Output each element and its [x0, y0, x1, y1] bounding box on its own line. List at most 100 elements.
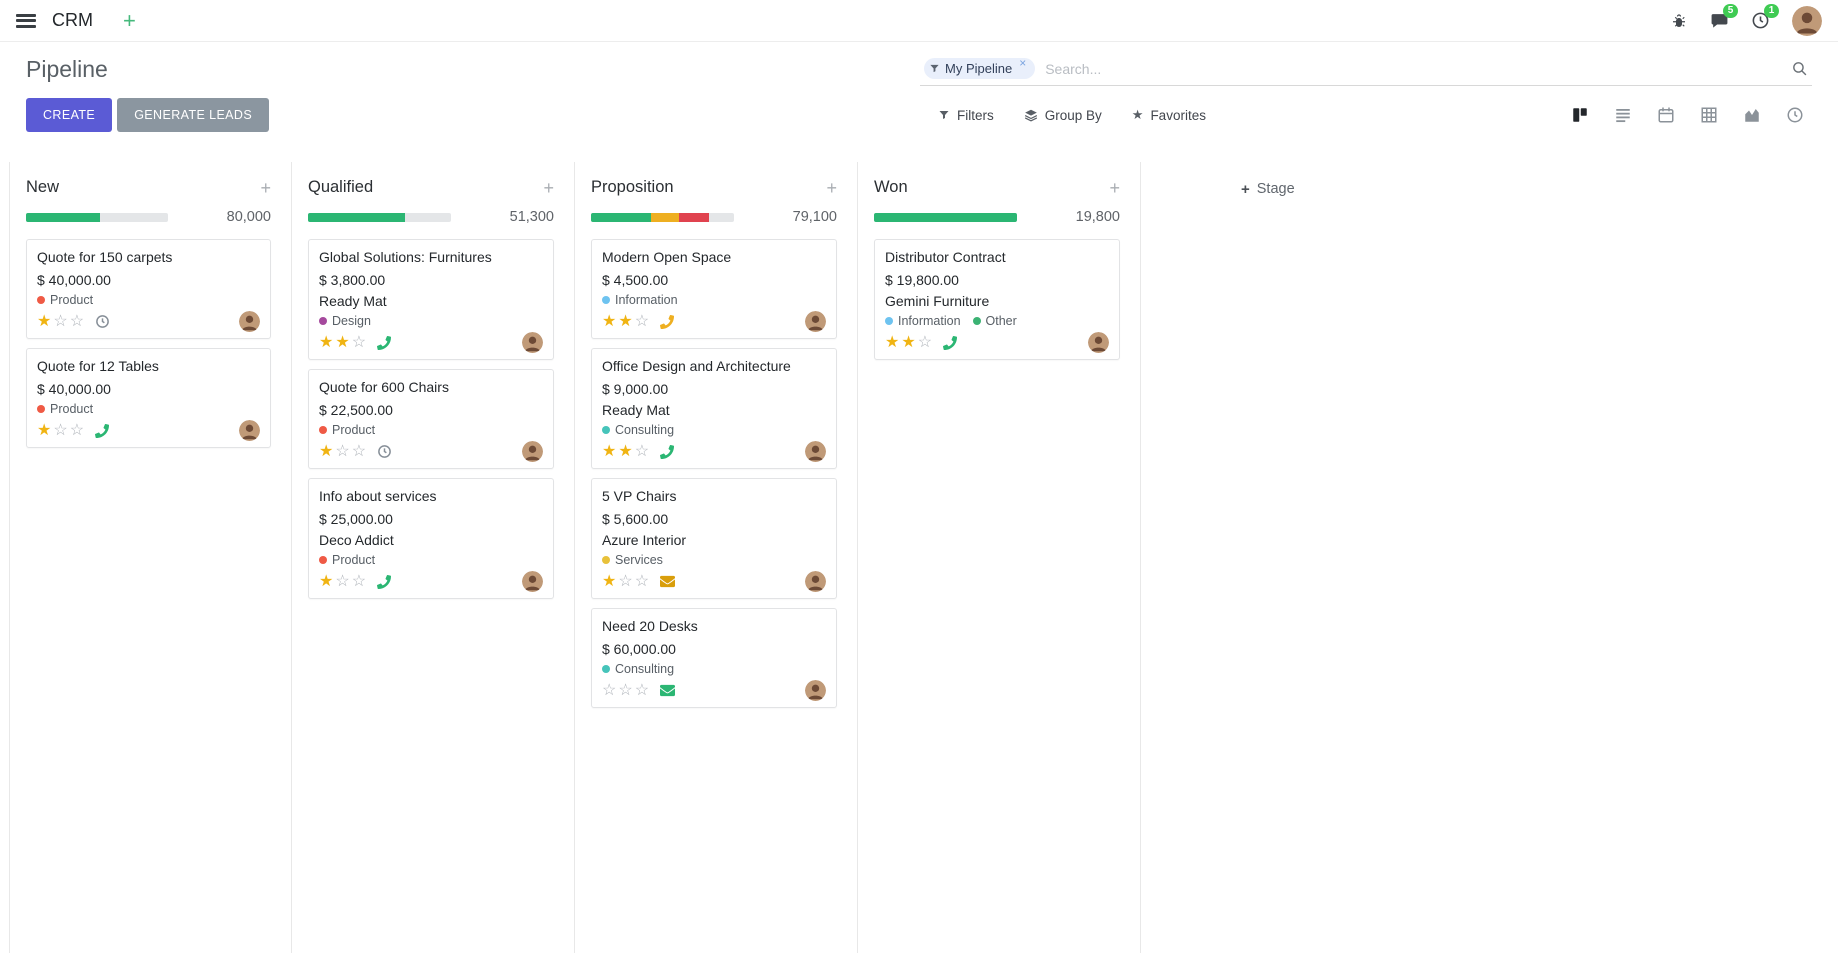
activity-view-icon[interactable]: [1778, 101, 1812, 129]
phone-icon[interactable]: [95, 423, 110, 438]
envelope-icon[interactable]: [660, 574, 676, 589]
kanban-card[interactable]: Info about services $ 25,000.00 Deco Add…: [308, 478, 554, 599]
add-card-button[interactable]: +: [260, 177, 271, 198]
priority-stars[interactable]: ★ ☆ ☆: [37, 312, 85, 330]
card-tags: Product: [37, 402, 260, 416]
phone-icon[interactable]: [943, 335, 958, 350]
kanban-card[interactable]: 5 VP Chairs $ 5,600.00 Azure Interior Se…: [591, 478, 837, 599]
search-input[interactable]: [1045, 60, 1791, 77]
kanban-card[interactable]: Quote for 600 Chairs $ 22,500.00 Product…: [308, 369, 554, 469]
kanban-card[interactable]: Distributor Contract $ 19,800.00 Gemini …: [874, 239, 1120, 360]
quick-create-button[interactable]: +: [123, 7, 136, 33]
tag: Information: [885, 314, 961, 328]
priority-stars[interactable]: ★ ☆ ☆: [319, 442, 367, 460]
favorites-button[interactable]: ★ Favorites: [1131, 107, 1206, 123]
phone-icon[interactable]: [660, 314, 675, 329]
tag: Services: [602, 553, 663, 567]
tag-color-dot: [319, 317, 327, 325]
priority-stars[interactable]: ★ ★ ☆: [885, 333, 933, 351]
avatar: [1792, 5, 1822, 36]
generate-leads-button[interactable]: GENERATE LEADS: [117, 98, 270, 132]
card-title: Distributor Contract: [885, 249, 1006, 265]
tag-color-dot: [319, 556, 327, 564]
kanban-card[interactable]: Quote for 150 carpets $ 40,000.00 Produc…: [26, 239, 271, 339]
clock-icon[interactable]: [377, 444, 392, 459]
card-tags: Information Other: [885, 314, 1109, 328]
card-tags: Consulting: [602, 662, 826, 676]
priority-stars[interactable]: ★ ☆ ☆: [37, 421, 85, 439]
messages-icon[interactable]: 5: [1710, 4, 1738, 30]
assignee-avatar: [522, 441, 543, 462]
assignee-avatar: [1088, 332, 1109, 353]
activities-clock-icon[interactable]: 1: [1751, 4, 1779, 30]
priority-stars[interactable]: ★ ☆ ☆: [602, 572, 650, 590]
kanban-view-icon[interactable]: [1563, 101, 1597, 129]
debug-bug-icon[interactable]: [1670, 12, 1688, 30]
phone-icon[interactable]: [377, 574, 392, 589]
tag: Other: [972, 314, 1017, 328]
kanban-card[interactable]: Modern Open Space $ 4,500.00 Information…: [591, 239, 837, 339]
column-amount: 51,300: [509, 209, 554, 225]
group-by-button[interactable]: Group By: [1024, 108, 1102, 123]
card-amount: $ 5,600.00: [602, 511, 669, 527]
graph-view-icon[interactable]: [1735, 101, 1769, 129]
add-stage-button[interactable]: + Stage: [1241, 178, 1295, 200]
card-title: Office Design and Architecture: [602, 358, 791, 374]
page-title: Pipeline: [26, 55, 108, 82]
column-progressbar[interactable]: [874, 212, 1017, 222]
facet-label: My Pipeline: [945, 61, 1013, 76]
clock-icon[interactable]: [95, 314, 110, 329]
apps-menu-icon[interactable]: [16, 13, 36, 28]
assignee-avatar: [239, 311, 260, 332]
column-progressbar[interactable]: [591, 212, 734, 222]
priority-stars[interactable]: ★ ★ ☆: [602, 442, 650, 460]
kanban-card[interactable]: Need 20 Desks $ 60,000.00 Consulting ☆ ☆ ☆: [591, 608, 837, 708]
column-progressbar[interactable]: [308, 212, 451, 222]
kanban-board: New + 80,000 Quote for 150 carpets $ 40,…: [0, 162, 1838, 953]
search-icon[interactable]: [1791, 60, 1808, 77]
search-facet-my-pipeline[interactable]: My Pipeline ×: [924, 55, 1036, 79]
assignee-avatar: [522, 332, 543, 353]
phone-icon[interactable]: [377, 335, 392, 350]
envelope-icon[interactable]: [660, 683, 676, 698]
card-tags: Product: [37, 293, 260, 307]
messages-badge: 5: [1723, 4, 1738, 18]
assignee-avatar: [522, 571, 543, 592]
tag: Product: [37, 293, 93, 307]
assignee-avatar: [805, 311, 826, 332]
priority-stars[interactable]: ★ ★ ☆: [319, 333, 367, 351]
filters-button[interactable]: Filters: [938, 108, 994, 123]
add-card-button[interactable]: +: [1109, 177, 1120, 198]
priority-stars[interactable]: ★ ★ ☆: [602, 312, 650, 330]
list-view-icon[interactable]: [1606, 101, 1640, 129]
cp-actions: Filters Group By ★ Favorites: [920, 98, 1812, 132]
add-card-button[interactable]: +: [543, 177, 554, 198]
tag-color-dot: [972, 317, 981, 325]
calendar-view-icon[interactable]: [1649, 101, 1683, 129]
user-menu-avatar[interactable]: [1792, 5, 1822, 36]
column-amount: 80,000: [226, 209, 271, 225]
card-title: 5 VP Chairs: [602, 488, 677, 504]
remove-facet-icon[interactable]: ×: [1019, 55, 1027, 70]
add-card-button[interactable]: +: [826, 177, 837, 198]
kanban-column-won: Won + 19,800 Distributor Contract $ 19,8…: [858, 162, 1141, 953]
tag: Product: [319, 553, 375, 567]
card-tags: Product: [319, 423, 543, 437]
column-title: New: [26, 178, 60, 196]
app-name[interactable]: CRM: [52, 10, 93, 30]
phone-icon[interactable]: [660, 444, 675, 459]
priority-stars[interactable]: ☆ ☆ ☆: [602, 681, 650, 699]
pivot-view-icon[interactable]: [1692, 101, 1726, 129]
kanban-card[interactable]: Office Design and Architecture $ 9,000.0…: [591, 348, 837, 469]
top-navbar: CRM + 5 1: [0, 0, 1838, 42]
kanban-card[interactable]: Global Solutions: Furnitures $ 3,800.00 …: [308, 239, 554, 360]
search-bar[interactable]: My Pipeline ×: [920, 52, 1812, 86]
priority-stars[interactable]: ★ ☆ ☆: [319, 572, 367, 590]
card-partner: Ready Mat: [602, 402, 670, 418]
column-progressbar[interactable]: [26, 212, 169, 222]
kanban-card[interactable]: Quote for 12 Tables $ 40,000.00 Product …: [26, 348, 271, 448]
systray: 5 1: [1670, 4, 1822, 36]
create-button[interactable]: CREATE: [26, 98, 113, 132]
assignee-avatar: [805, 441, 826, 462]
card-title: Modern Open Space: [602, 249, 732, 265]
